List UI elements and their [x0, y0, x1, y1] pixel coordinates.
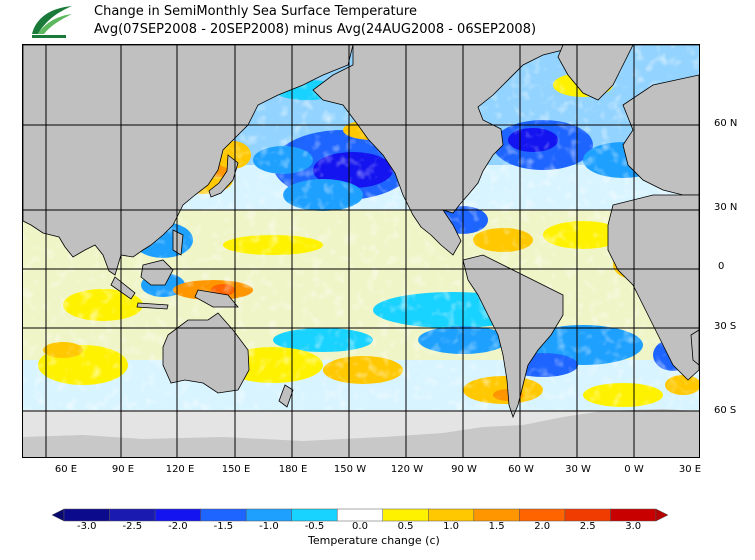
madagascar	[690, 329, 699, 366]
scale-tick-label: -2.5	[122, 521, 143, 532]
scale-over-arrow	[655, 508, 668, 522]
scale-tick-label: -1.5	[213, 521, 234, 532]
africa	[607, 194, 699, 381]
map-canvas	[23, 45, 699, 457]
scale-swatch	[245, 508, 292, 522]
scale-swatch	[610, 508, 657, 522]
scale-swatch	[109, 508, 156, 522]
japan	[208, 154, 239, 198]
borneo	[140, 259, 174, 286]
chart-title: Change in SemiMonthly Sea Surface Temper…	[94, 4, 417, 19]
lon-label-180e: 180 E	[278, 464, 308, 475]
lon-label-150w: 150 W	[333, 464, 367, 475]
scale-tick-label: 2.0	[534, 521, 551, 532]
lon-label-30e: 30 E	[678, 464, 702, 475]
scale-swatch	[428, 508, 475, 522]
graticule	[23, 45, 699, 457]
lat-label-0: 0	[718, 261, 725, 272]
scale-swatch	[154, 508, 201, 522]
scale-swatch	[336, 508, 384, 522]
lon-label-30w: 30 W	[565, 464, 591, 475]
scale-under-arrow	[52, 508, 65, 522]
scale-tick-label: -2.0	[168, 521, 188, 532]
new-guinea	[194, 289, 239, 308]
scale-tick-label: 0.5	[397, 521, 414, 532]
scale-swatch	[519, 508, 566, 522]
java	[136, 302, 169, 310]
lon-label-60w: 60 W	[508, 464, 534, 475]
lon-label-120w: 120 W	[390, 464, 424, 475]
chart-subtitle: Avg(07SEP2008 - 20SEP2008) minus Avg(24A…	[94, 22, 537, 37]
scale-tick-label: 0.0	[352, 521, 368, 532]
color-scale-title: Temperature change (c)	[308, 534, 440, 547]
lon-label-150e: 150 E	[221, 464, 251, 475]
scale-tick-label: 3.0	[625, 521, 642, 532]
north-america	[312, 45, 699, 256]
lon-label-0w: 0 W	[624, 464, 644, 475]
scale-tick-label: -3.0	[77, 521, 97, 532]
scale-tick-label: 1.5	[488, 521, 505, 532]
scale-tick-label: -0.5	[304, 521, 325, 532]
scale-tick-label: 2.5	[579, 521, 596, 532]
lat-label-30s: 30 S	[714, 321, 737, 332]
scale-tick-label: 1.0	[443, 521, 460, 532]
observatory-logo	[32, 6, 72, 38]
scale-swatch	[200, 508, 247, 522]
scale-swatch	[564, 508, 611, 522]
scale-swatch	[291, 508, 338, 522]
lat-label-60n: 60 N	[714, 118, 738, 129]
scale-swatch	[382, 508, 429, 522]
scale-swatch	[63, 508, 110, 522]
lon-label-120e: 120 E	[165, 464, 195, 475]
antarctica	[23, 409, 699, 457]
sst-change-map	[22, 44, 700, 458]
new-zealand	[278, 384, 294, 408]
color-scale-bar	[52, 508, 668, 522]
south-america	[462, 254, 564, 419]
lat-label-30n: 30 N	[714, 202, 738, 213]
scale-tick-label: -1.0	[259, 521, 279, 532]
lon-label-90e: 90 E	[111, 464, 135, 475]
asia	[23, 45, 354, 276]
philippines	[172, 229, 184, 256]
europe	[622, 74, 699, 196]
lat-label-60s: 60 S	[714, 405, 737, 416]
lon-label-90w: 90 W	[451, 464, 477, 475]
sumatra	[110, 276, 136, 300]
lon-label-60e: 60 E	[54, 464, 78, 475]
landmasses	[23, 45, 699, 419]
scale-swatch	[473, 508, 520, 522]
australia	[162, 312, 250, 394]
